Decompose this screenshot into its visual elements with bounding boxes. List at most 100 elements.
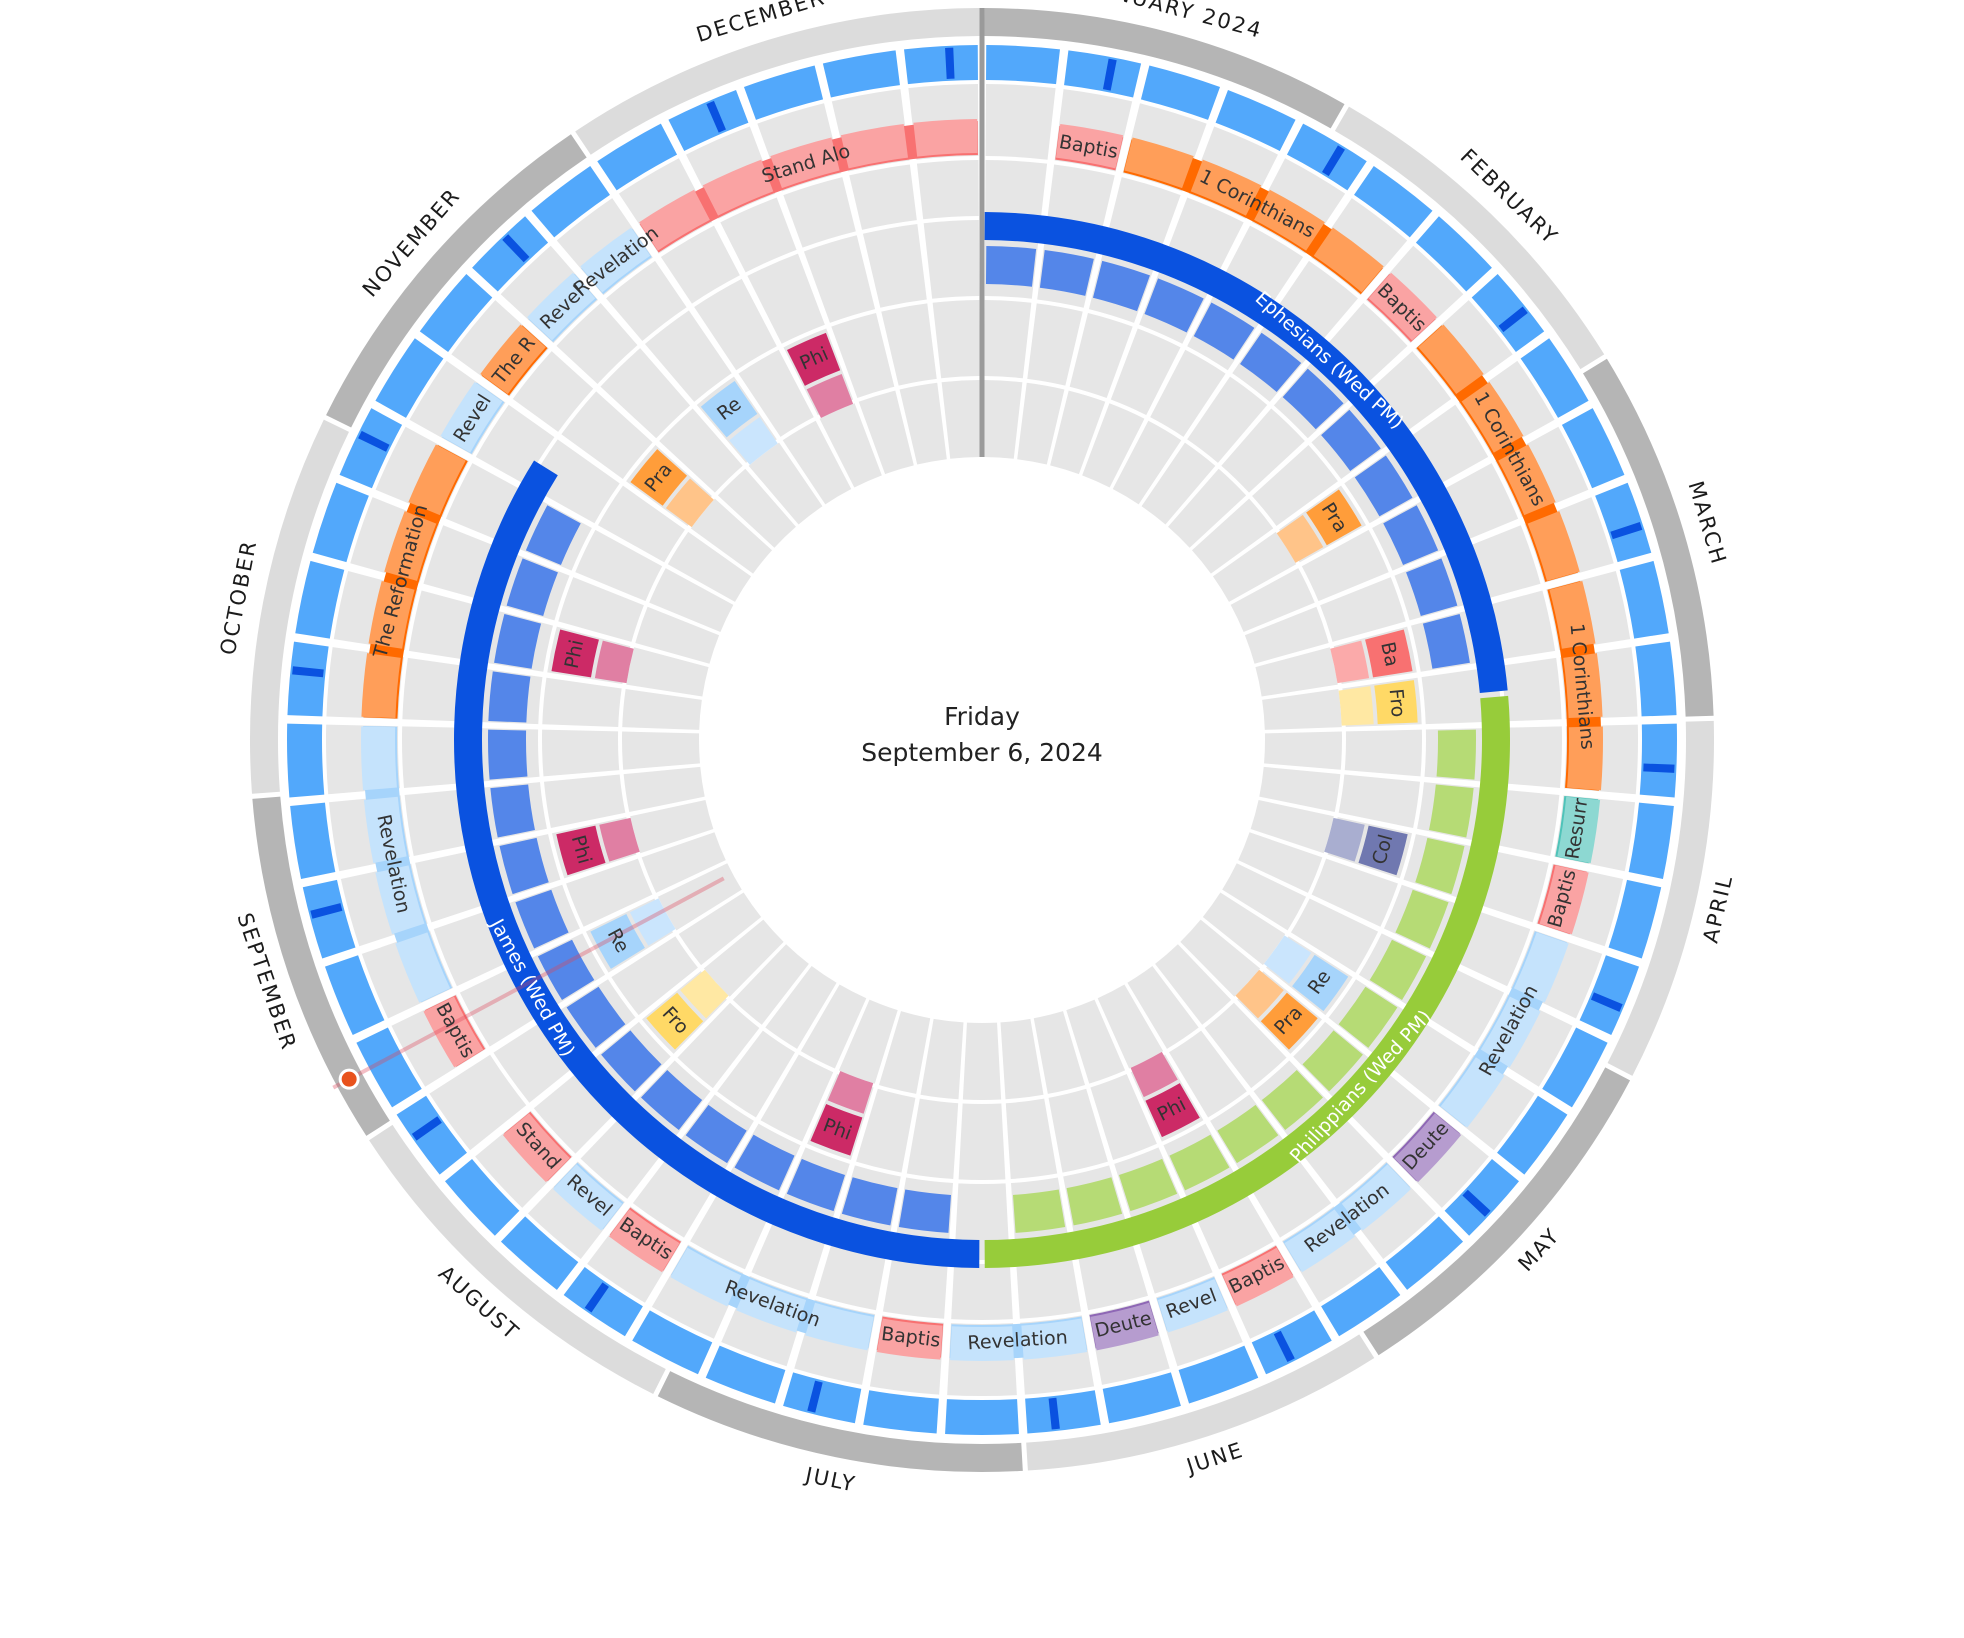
small-group-block[interactable]	[1358, 825, 1408, 876]
outer-week-cell[interactable]	[904, 45, 978, 85]
outer-week-cell[interactable]	[339, 408, 403, 489]
outer-week-cell[interactable]	[945, 1399, 1019, 1436]
event-marker[interactable]	[1048, 1397, 1060, 1430]
sunday-series-week[interactable]	[527, 272, 596, 341]
outer-week-cell[interactable]	[1444, 1158, 1519, 1236]
event-marker[interactable]	[1590, 992, 1623, 1012]
sunday-series-week[interactable]	[552, 1164, 623, 1231]
outer-week-cell[interactable]	[375, 338, 444, 418]
sunday-series-week[interactable]	[395, 932, 451, 1003]
sunday-series-week[interactable]	[1124, 137, 1194, 189]
small-group-block[interactable]	[1260, 992, 1318, 1050]
sunday-series-week[interactable]	[480, 324, 546, 395]
outer-week-cell[interactable]	[822, 50, 900, 98]
outer-week-cell[interactable]	[287, 641, 329, 717]
wednesday-series-week[interactable]	[898, 1189, 952, 1233]
outer-week-cell[interactable]	[597, 123, 678, 191]
wednesday-series-week[interactable]	[1240, 332, 1302, 392]
wednesday-series-week[interactable]	[1422, 613, 1470, 669]
wednesday-series-week[interactable]	[488, 729, 528, 780]
sunday-series-week[interactable]	[368, 581, 415, 649]
sunday-series-week[interactable]	[1539, 865, 1589, 935]
sunday-series-week[interactable]	[1341, 1164, 1412, 1231]
sunday-series-week[interactable]	[1557, 796, 1601, 864]
small-group-block-light[interactable]	[1324, 817, 1365, 862]
small-group-block[interactable]	[1365, 629, 1413, 678]
small-group-block[interactable]	[556, 825, 606, 876]
sunday-series-week[interactable]	[1418, 324, 1484, 395]
wednesday-series-week[interactable]	[1354, 455, 1413, 517]
small-group-block[interactable]	[786, 332, 841, 386]
sunday-series-week[interactable]	[1021, 1318, 1088, 1360]
outer-week-cell[interactable]	[396, 1095, 467, 1175]
sunday-series-week[interactable]	[1567, 726, 1604, 791]
wednesday-series-arc[interactable]	[453, 460, 980, 1268]
outer-week-cell[interactable]	[1608, 879, 1662, 959]
sunday-series-week[interactable]	[1549, 581, 1596, 649]
outer-week-cell[interactable]	[1385, 1216, 1464, 1290]
wednesday-series-week[interactable]	[1092, 260, 1150, 312]
small-group-block-light[interactable]	[806, 373, 854, 419]
event-marker[interactable]	[1498, 306, 1528, 333]
outer-week-cell[interactable]	[563, 1267, 643, 1337]
event-marker[interactable]	[1462, 1189, 1491, 1217]
event-marker[interactable]	[411, 1116, 442, 1141]
sunday-series-week[interactable]	[670, 1247, 742, 1307]
event-marker[interactable]	[706, 100, 726, 133]
sunday-series-week[interactable]	[361, 653, 401, 718]
sunday-series-week[interactable]	[384, 511, 437, 581]
outer-week-cell[interactable]	[324, 955, 385, 1036]
sunday-series-week[interactable]	[950, 1326, 1014, 1362]
event-marker[interactable]	[502, 234, 530, 263]
event-marker[interactable]	[945, 47, 955, 79]
outer-week-cell[interactable]	[1102, 1372, 1181, 1424]
small-group-block-light[interactable]	[594, 640, 634, 684]
sunday-series-week[interactable]	[361, 726, 397, 791]
wednesday-series-week[interactable]	[985, 246, 1037, 287]
sunday-series-week[interactable]	[502, 1113, 570, 1183]
wednesday-series-week[interactable]	[1415, 837, 1465, 895]
small-group-block[interactable]	[1292, 954, 1349, 1012]
small-group-block-light[interactable]	[1338, 686, 1374, 726]
today-dot[interactable]	[338, 1068, 360, 1090]
outer-week-cell[interactable]	[1595, 482, 1652, 563]
outer-week-cell[interactable]	[356, 1027, 422, 1108]
wednesday-series-week[interactable]	[1169, 1134, 1230, 1191]
wednesday-series-week[interactable]	[488, 671, 531, 723]
outer-week-cell[interactable]	[1140, 65, 1221, 120]
small-group-block[interactable]	[551, 629, 599, 678]
sunday-series-week[interactable]	[609, 1209, 680, 1273]
outer-week-cell[interactable]	[1215, 89, 1296, 151]
sunday-series-week[interactable]	[1513, 932, 1569, 1003]
outer-week-cell[interactable]	[1619, 560, 1669, 639]
small-group-block-light[interactable]	[1263, 935, 1312, 984]
sunday-series-week[interactable]	[1284, 1209, 1355, 1273]
wednesday-series-week[interactable]	[1012, 1189, 1066, 1233]
outer-week-cell[interactable]	[705, 1345, 786, 1404]
outer-week-cell[interactable]	[668, 89, 749, 151]
outer-week-cell[interactable]	[863, 1390, 939, 1434]
wednesday-series-week[interactable]	[601, 1030, 662, 1092]
wednesday-series-week[interactable]	[1261, 1069, 1323, 1131]
wednesday-series-week[interactable]	[1436, 729, 1476, 780]
event-marker[interactable]	[1102, 58, 1117, 91]
wednesday-series-arc[interactable]	[984, 212, 1508, 693]
sunday-series-week[interactable]	[876, 1318, 943, 1360]
outer-week-cell[interactable]	[419, 274, 493, 352]
sunday-series-week[interactable]	[1056, 123, 1124, 169]
sunday-series-week[interactable]	[1563, 653, 1603, 718]
outer-week-cell[interactable]	[783, 1372, 862, 1424]
small-group-block-light[interactable]	[1130, 1051, 1178, 1098]
small-group-block[interactable]	[590, 914, 645, 969]
event-marker[interactable]	[1273, 1330, 1295, 1363]
sunday-series-week[interactable]	[1440, 1057, 1505, 1128]
wednesday-series-week[interactable]	[490, 784, 535, 838]
wednesday-series-week[interactable]	[1066, 1177, 1123, 1226]
small-group-block-light[interactable]	[599, 817, 640, 862]
outer-week-cell[interactable]	[445, 1158, 520, 1236]
sunday-series-week[interactable]	[580, 227, 651, 293]
small-group-block-light[interactable]	[1235, 969, 1284, 1019]
small-group-block[interactable]	[810, 1104, 863, 1156]
small-group-block[interactable]	[630, 449, 688, 506]
sunday-series-week[interactable]	[1190, 159, 1262, 216]
